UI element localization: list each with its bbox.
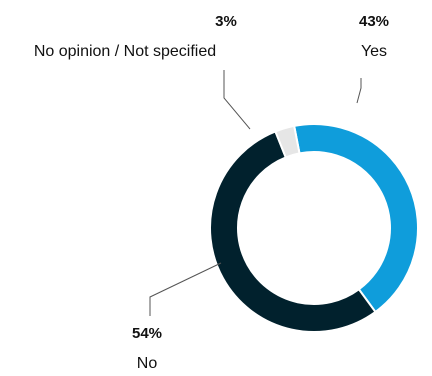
leader-line-yes: [356, 78, 362, 104]
leader-line-no: [149, 262, 222, 316]
donut-slice-no: [209, 130, 377, 333]
data-label-yes-percent: 43%: [359, 13, 389, 30]
data-label-no-name: No: [137, 355, 158, 372]
data-label-no-opinion-percent: 3%: [215, 13, 237, 30]
data-label-no-percent: 54%: [132, 325, 162, 342]
leader-line-no-opinion: [223, 70, 251, 130]
data-label-no-opinion-name: No opinion / Not specified: [34, 43, 216, 60]
donut-slice-no-opinion: [274, 124, 301, 159]
donut-slices: [209, 123, 419, 333]
data-label-yes-name: Yes: [361, 43, 387, 60]
donut-slice-yes: [292, 123, 419, 314]
